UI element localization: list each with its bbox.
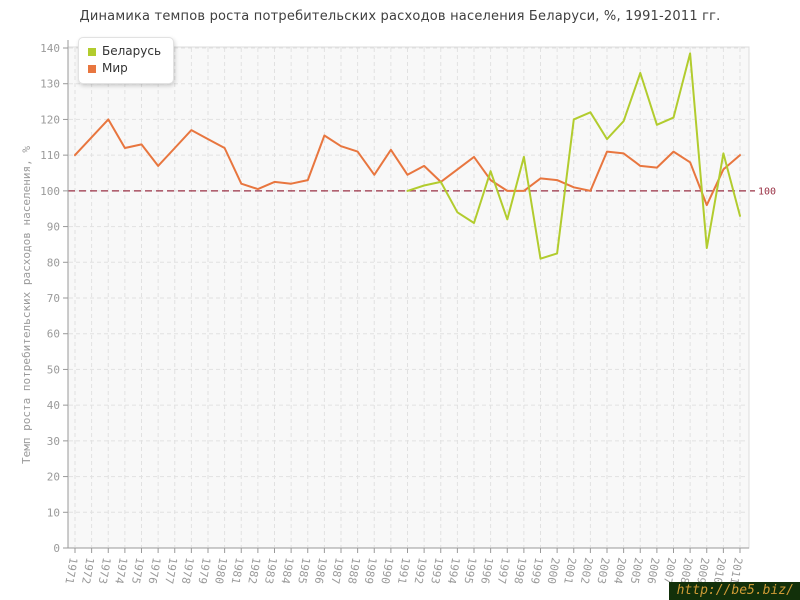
svg-text:1988: 1988 <box>345 556 362 584</box>
svg-text:2002: 2002 <box>578 556 595 584</box>
svg-text:2004: 2004 <box>611 556 628 585</box>
svg-text:2006: 2006 <box>644 556 661 584</box>
svg-text:1989: 1989 <box>362 556 379 584</box>
svg-text:1991: 1991 <box>395 556 412 584</box>
svg-text:1993: 1993 <box>428 556 445 584</box>
legend-item-belarus[interactable]: Беларусь <box>88 43 161 60</box>
legend-label-belarus: Беларусь <box>102 44 162 58</box>
svg-text:110: 110 <box>40 149 60 162</box>
svg-text:1992: 1992 <box>412 556 429 584</box>
svg-text:80: 80 <box>47 256 60 269</box>
svg-text:1986: 1986 <box>312 556 329 584</box>
svg-text:2009: 2009 <box>694 556 711 584</box>
svg-text:2005: 2005 <box>628 556 645 584</box>
svg-text:1990: 1990 <box>378 556 395 584</box>
svg-text:2011: 2011 <box>727 556 744 584</box>
legend-swatch-belarus-icon <box>88 47 96 56</box>
chart-title: Динамика темпов роста потребительских ра… <box>79 9 721 24</box>
svg-text:1984: 1984 <box>279 556 296 585</box>
svg-text:100: 100 <box>758 186 776 197</box>
svg-text:1987: 1987 <box>328 556 345 584</box>
svg-text:70: 70 <box>47 292 60 305</box>
svg-text:1971: 1971 <box>62 556 79 584</box>
svg-text:1979: 1979 <box>195 556 212 584</box>
svg-text:10: 10 <box>47 506 60 519</box>
svg-text:90: 90 <box>47 221 60 234</box>
svg-text:140: 140 <box>40 42 60 55</box>
svg-text:1975: 1975 <box>129 556 146 584</box>
watermark-link[interactable]: http://be5.biz/ <box>668 582 800 600</box>
svg-text:2001: 2001 <box>561 556 578 584</box>
svg-text:130: 130 <box>40 78 60 91</box>
svg-text:1996: 1996 <box>478 556 495 584</box>
svg-text:1985: 1985 <box>295 556 312 584</box>
svg-text:1997: 1997 <box>495 556 512 584</box>
svg-text:1981: 1981 <box>229 556 246 584</box>
svg-text:1977: 1977 <box>162 556 179 584</box>
svg-text:1982: 1982 <box>245 556 262 584</box>
svg-text:30: 30 <box>47 435 60 448</box>
svg-text:1999: 1999 <box>528 556 545 584</box>
svg-text:50: 50 <box>47 363 60 376</box>
svg-text:120: 120 <box>40 113 60 126</box>
svg-text:2000: 2000 <box>545 556 562 584</box>
legend-label-world: Мир <box>102 61 128 75</box>
svg-text:1980: 1980 <box>212 556 229 584</box>
svg-text:2003: 2003 <box>594 556 611 584</box>
svg-text:1995: 1995 <box>461 556 478 584</box>
svg-text:0: 0 <box>53 542 60 555</box>
svg-text:1994: 1994 <box>445 556 462 585</box>
svg-text:1976: 1976 <box>146 556 163 584</box>
svg-text:1983: 1983 <box>262 556 279 584</box>
svg-text:1972: 1972 <box>79 556 96 584</box>
svg-text:1998: 1998 <box>511 556 528 584</box>
svg-text:1974: 1974 <box>112 556 129 585</box>
legend-item-world[interactable]: Мир <box>88 60 161 77</box>
svg-text:1978: 1978 <box>179 556 196 584</box>
svg-text:100: 100 <box>40 185 60 198</box>
legend-swatch-world-icon <box>88 64 96 73</box>
svg-text:1973: 1973 <box>96 556 113 584</box>
svg-text:40: 40 <box>47 399 60 412</box>
svg-text:2010: 2010 <box>711 556 728 584</box>
legend: Беларусь Мир <box>78 37 175 84</box>
svg-text:2008: 2008 <box>678 556 695 584</box>
svg-text:2007: 2007 <box>661 556 678 584</box>
svg-text:Темп роста потребительских рас: Темп роста потребительских расходов насе… <box>20 146 33 464</box>
svg-text:20: 20 <box>47 471 60 484</box>
svg-text:60: 60 <box>47 328 60 341</box>
